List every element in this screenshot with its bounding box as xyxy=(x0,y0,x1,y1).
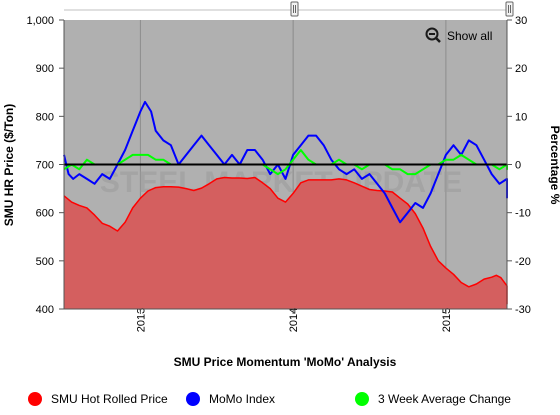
y-tick-label-right: -10 xyxy=(515,208,531,220)
legend-item[interactable]: 3 Week Average Change xyxy=(355,392,511,406)
navigator xyxy=(64,1,514,17)
chart-title: SMU Price Momentum 'MoMo' Analysis xyxy=(174,355,397,369)
legend-marker xyxy=(186,392,200,406)
legend-item[interactable]: MoMo Index xyxy=(186,392,275,406)
legend-label: MoMo Index xyxy=(209,392,275,406)
y-tick-label-left: 700 xyxy=(36,160,54,172)
x-tick-label: 2013 xyxy=(135,308,147,332)
series-layer xyxy=(63,100,508,309)
y-axis-title-right: Percentage % xyxy=(548,126,560,205)
series-3 xyxy=(63,149,508,176)
legend-marker xyxy=(28,392,42,406)
legend-marker xyxy=(355,392,369,406)
y-tick-label-right: 0 xyxy=(515,160,521,172)
legend-label: SMU Hot Rolled Price xyxy=(51,392,168,406)
legend: SMU Hot Rolled Price MoMo Index 3 Week Ave… xyxy=(28,392,511,406)
axes: 2013 2014 2015 400 500 600 700 800 900 1,000 -30 -2… xyxy=(26,15,530,332)
navigator-right-handle[interactable] xyxy=(505,1,514,17)
y-tick-label-right: -30 xyxy=(515,304,531,316)
x-tick-label: 2015 xyxy=(441,308,453,332)
y-tick-label-right: 20 xyxy=(515,63,527,75)
show-all-label: Show all xyxy=(447,29,492,43)
y-tick-label-left: 600 xyxy=(36,208,54,220)
y-axis-title-left: SMU HR Price ($/Ton) xyxy=(2,104,16,226)
area-fill xyxy=(64,177,507,309)
navigator-left-handle[interactable] xyxy=(290,1,299,17)
y-tick-label-left: 1,000 xyxy=(26,15,54,27)
series-1 xyxy=(63,176,508,309)
x-tick-label: 2014 xyxy=(288,308,300,332)
y-tick-label-right: -20 xyxy=(515,256,531,268)
legend-item[interactable]: SMU Hot Rolled Price xyxy=(28,392,168,406)
y-tick-label-left: 800 xyxy=(36,111,54,123)
y-tick-label-right: 30 xyxy=(515,15,527,27)
y-tick-label-left: 400 xyxy=(36,304,54,316)
legend-label: 3 Week Average Change xyxy=(378,392,511,406)
series-line xyxy=(63,176,508,305)
y-tick-label-left: 500 xyxy=(36,256,54,268)
zoom-out-icon xyxy=(425,27,441,43)
y-tick-label-right: 10 xyxy=(515,111,527,123)
y-tick-label-left: 900 xyxy=(36,63,54,75)
series-line xyxy=(63,149,508,176)
show-all-button[interactable]: Show all xyxy=(425,27,493,44)
